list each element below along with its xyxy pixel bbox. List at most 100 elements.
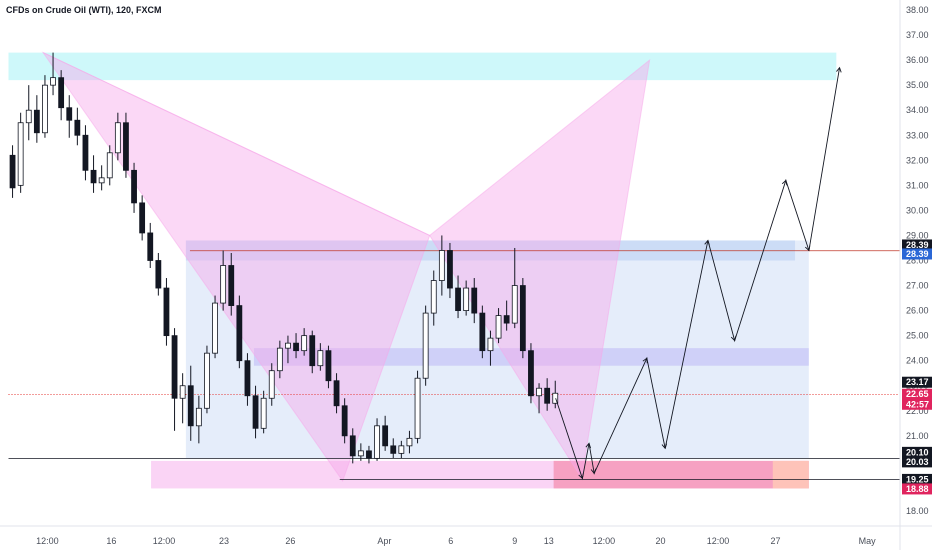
candle-body	[528, 350, 534, 397]
candle	[66, 95, 73, 138]
candle	[98, 165, 105, 191]
price-tick-label: 21.00	[906, 431, 929, 441]
candle	[163, 278, 170, 346]
price-axis[interactable]: 18.0019.0020.0021.0022.0023.0024.0025.00…	[906, 5, 929, 516]
price-badge-label: 23.17	[906, 377, 929, 387]
candle-body	[414, 377, 421, 439]
time-tick-label: 16	[106, 536, 116, 546]
projection-path	[555, 66, 842, 481]
candle	[171, 328, 178, 431]
candle-body	[66, 107, 73, 121]
candle-body	[503, 315, 510, 324]
candle	[268, 363, 275, 406]
price-tick-label: 28.00	[906, 255, 929, 265]
candle-body	[333, 380, 340, 407]
candle-body	[220, 265, 227, 304]
price-badge: 20.10	[902, 446, 932, 458]
candle-body	[204, 352, 210, 409]
candle	[479, 305, 486, 359]
price-tick-label: 35.00	[906, 80, 929, 90]
candle-body	[114, 122, 121, 154]
time-tick-label: 12:00	[36, 536, 59, 546]
candle-body	[260, 397, 267, 429]
candle-body	[171, 335, 178, 399]
candle-body	[511, 285, 518, 324]
candle	[9, 145, 16, 198]
candle-body	[341, 405, 348, 437]
candle-body	[139, 202, 146, 234]
level-lines	[8, 250, 900, 480]
candle	[430, 270, 437, 326]
candle	[463, 280, 470, 316]
price-tick-label: 31.00	[906, 180, 929, 190]
candle-body	[479, 312, 486, 352]
candle	[471, 278, 478, 324]
candle	[552, 380, 559, 409]
candle	[406, 430, 413, 454]
candle	[106, 145, 113, 186]
candle-body	[179, 385, 186, 399]
time-tick-label: 27	[771, 536, 781, 546]
price-tick-label: 24.00	[906, 356, 929, 366]
price-badge-bg	[902, 248, 932, 260]
candle-body	[309, 335, 316, 367]
arrowhead	[704, 239, 710, 246]
price-tick-label: 18.00	[906, 506, 929, 516]
candle	[179, 373, 186, 424]
candle-body	[374, 425, 380, 459]
candle-body	[285, 342, 291, 349]
candle-body	[519, 285, 526, 352]
price-badge-label: 22.65	[906, 389, 929, 399]
price-badge-bg	[902, 446, 932, 458]
price-badge-bg	[902, 398, 932, 410]
candle-body	[382, 425, 389, 447]
candles-layer	[9, 52, 559, 464]
candle-body	[357, 450, 364, 457]
candle	[17, 112, 24, 193]
candle-body	[349, 435, 356, 457]
candle-body	[163, 287, 170, 337]
candle-body	[25, 109, 32, 124]
candle-body	[430, 280, 437, 314]
zone-red-tail	[772, 460, 809, 489]
candle	[382, 415, 389, 451]
zone-top	[8, 52, 837, 81]
time-tick-label: 26	[285, 536, 295, 546]
price-badge: 28.39	[902, 248, 932, 260]
price-badge-label: 28.39	[906, 249, 929, 259]
candle	[33, 95, 40, 143]
price-badge-bg	[902, 376, 932, 388]
candle-body	[58, 77, 65, 109]
candle-body	[50, 77, 56, 86]
candle	[82, 125, 89, 181]
candle-body	[155, 260, 162, 289]
candle	[195, 395, 202, 444]
price-badge-label: 42:57	[906, 399, 929, 409]
time-tick-label: 13	[544, 536, 554, 546]
candle	[390, 438, 397, 459]
candle-body	[325, 350, 332, 382]
arrowhead	[578, 473, 584, 480]
candle-body	[82, 134, 89, 171]
candle	[438, 235, 445, 296]
candle-body	[17, 122, 24, 186]
candle	[204, 345, 210, 414]
candle	[357, 443, 364, 461]
price-badge-bg	[902, 456, 932, 468]
candle	[244, 353, 251, 406]
candle-body	[195, 407, 202, 427]
time-axis[interactable]: 12:00 16 12:00 23 26 Apr 6 9 13 12:00 20 12:00 27 May	[36, 536, 876, 546]
price-tick-label: 30.00	[906, 205, 929, 215]
arrowhead	[590, 468, 597, 475]
candle	[285, 335, 291, 364]
candle-body	[366, 450, 372, 459]
candle-body	[90, 169, 97, 184]
price-badge-bg	[902, 239, 932, 251]
price-tick-label: 22.00	[906, 406, 929, 416]
candle-body	[106, 152, 113, 179]
candle	[212, 295, 218, 359]
arrowhead	[585, 442, 591, 449]
candle-body	[268, 370, 275, 399]
candle	[74, 107, 81, 146]
